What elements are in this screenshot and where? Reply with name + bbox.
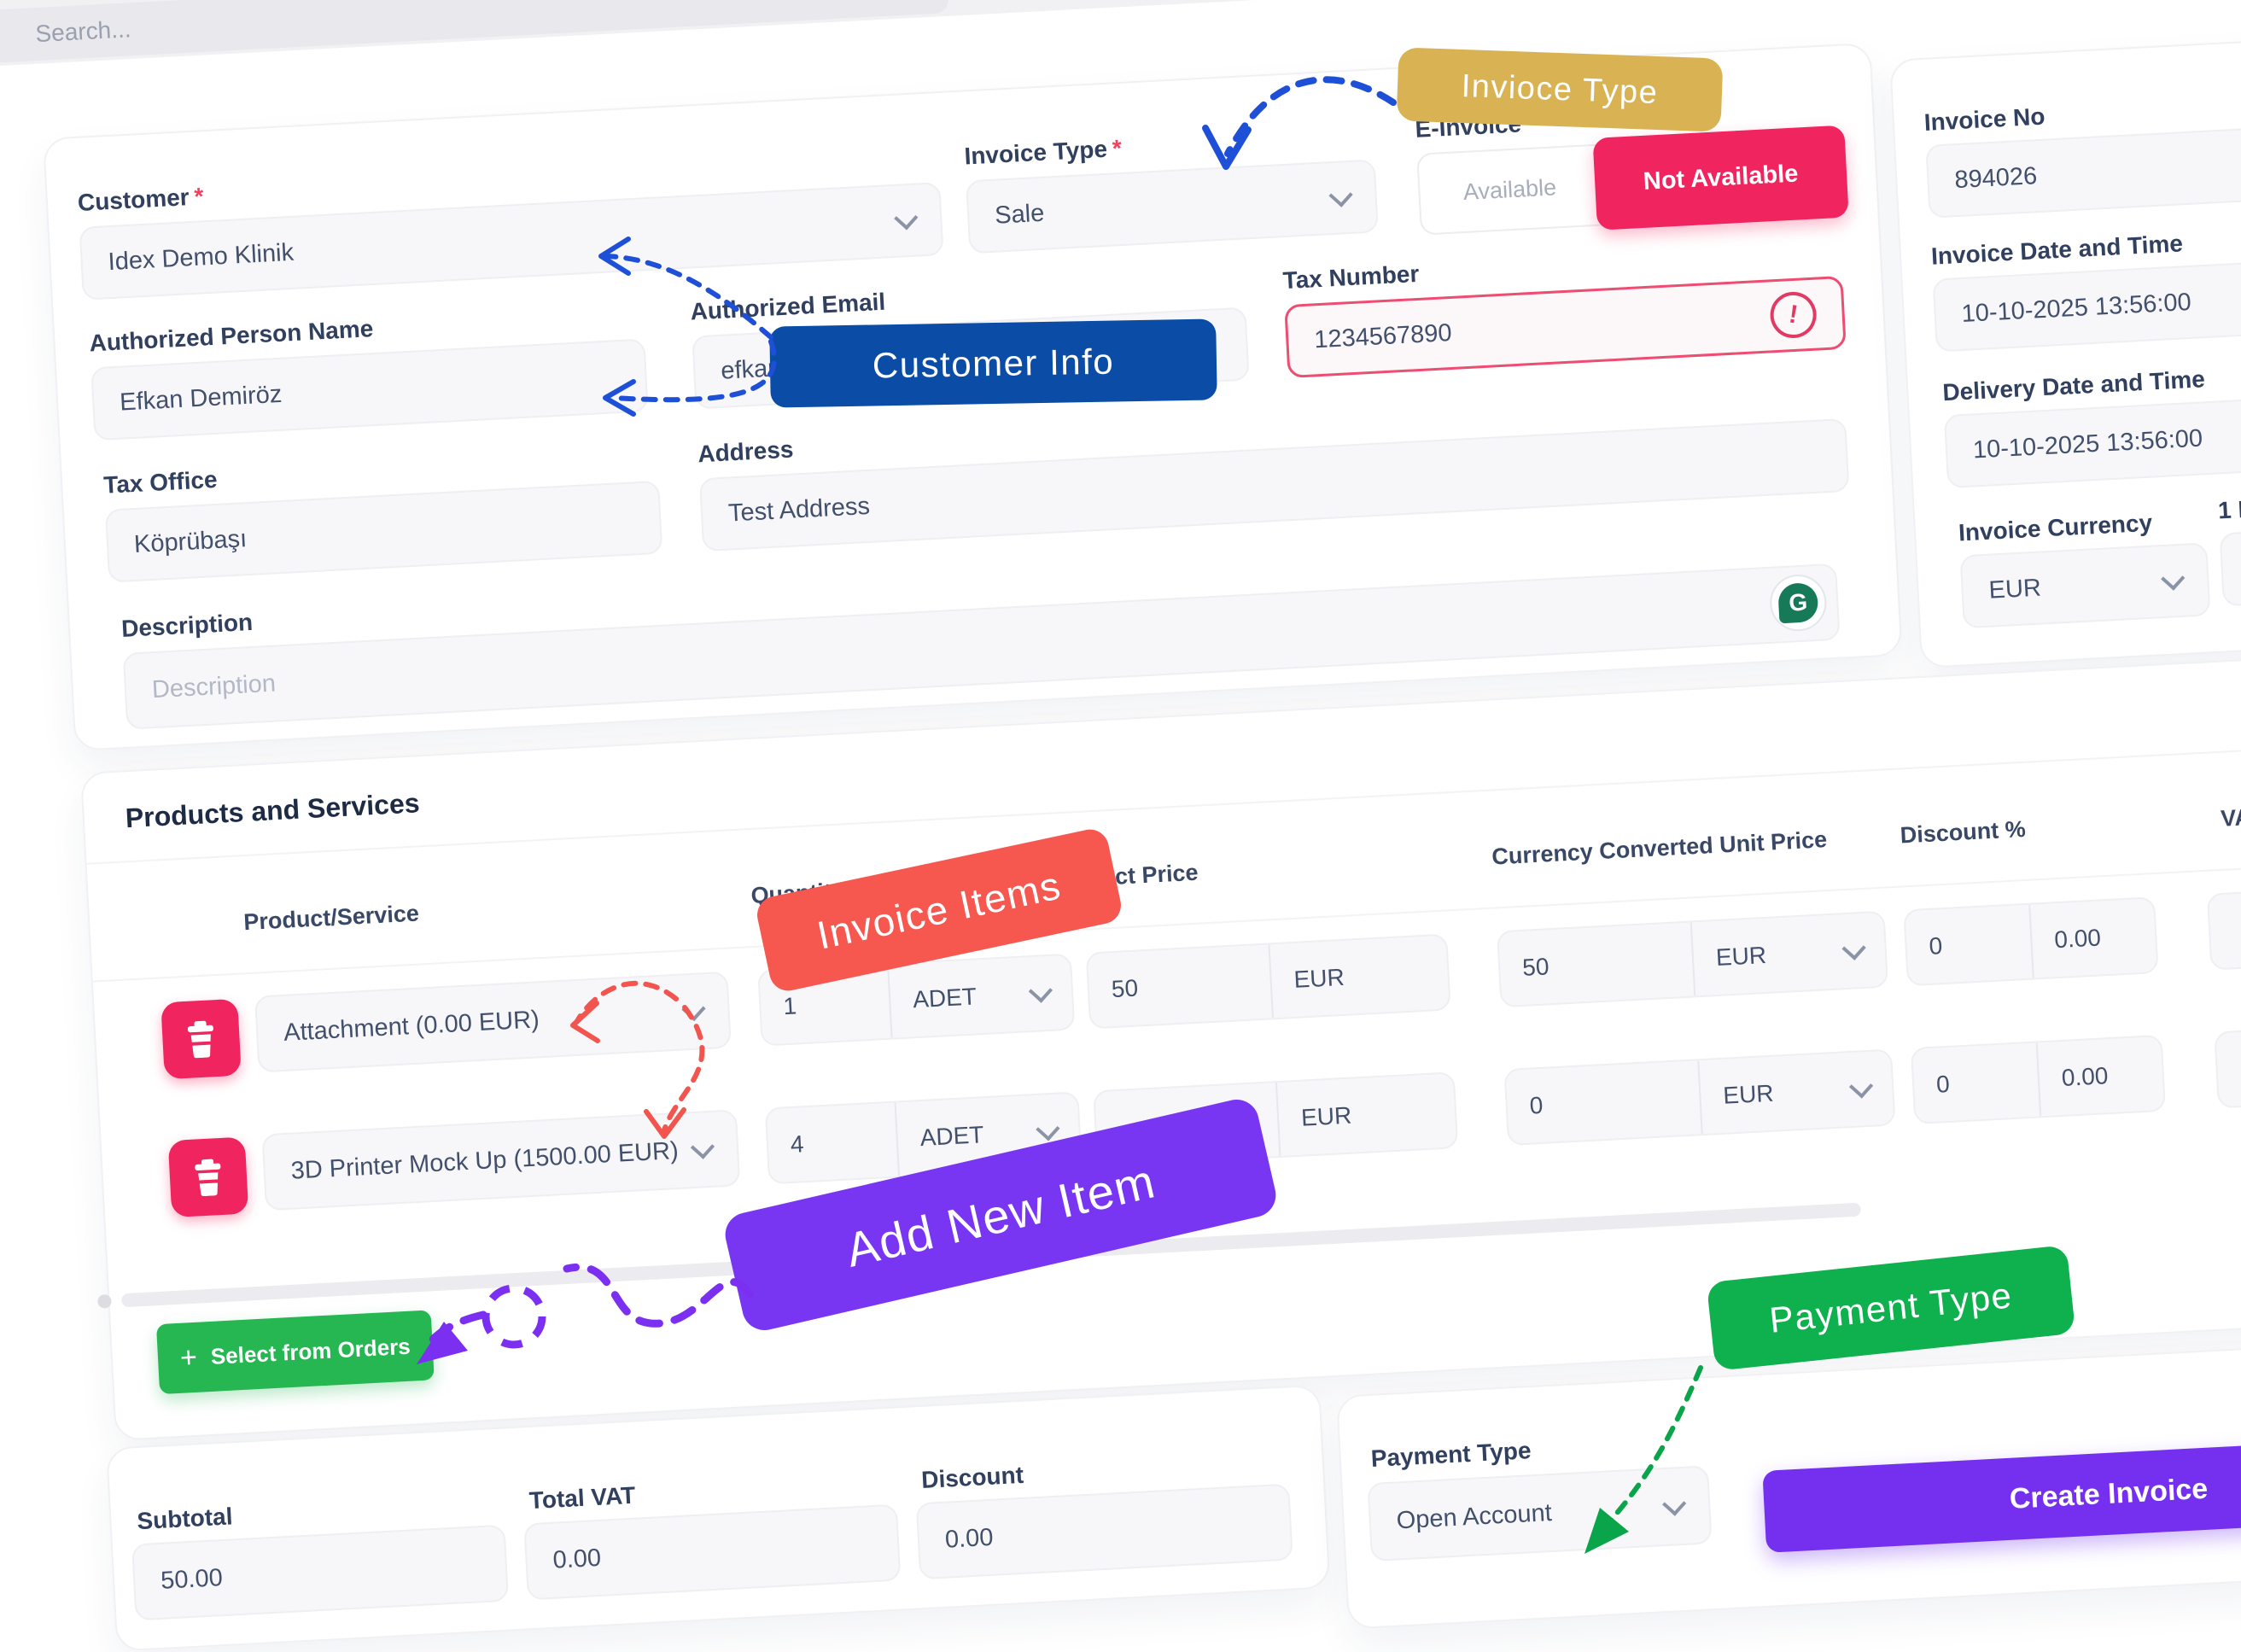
converted-price-group[interactable]: 50 EUR bbox=[1496, 910, 1889, 1008]
invoice-no-input[interactable]: 894026 bbox=[1925, 121, 2241, 219]
invoice-type-select[interactable]: Sale bbox=[966, 159, 1379, 254]
authorized-person-input[interactable]: Efkan Demiröz bbox=[90, 338, 649, 441]
chevron-down-icon bbox=[1848, 1074, 1874, 1099]
scrollbar-left-cap[interactable] bbox=[97, 1293, 112, 1309]
customer-info-badge: Customer Info bbox=[769, 318, 1217, 408]
chevron-down-icon bbox=[894, 206, 919, 231]
col-discount: Discount % bbox=[1899, 815, 2027, 849]
discount-amount-input: 0.00 bbox=[2028, 898, 2157, 978]
invoice-currency-select[interactable]: EUR bbox=[1959, 542, 2211, 629]
customer-label: Customer * bbox=[77, 183, 205, 216]
invoice-type-label: Invoice Type * bbox=[963, 134, 1123, 170]
product-price-group[interactable]: 50 EUR bbox=[1085, 933, 1451, 1030]
chevron-down-icon bbox=[1662, 1491, 1687, 1516]
create-invoice-button[interactable]: Create Invoice bbox=[1762, 1442, 2241, 1553]
chevron-down-icon bbox=[690, 1135, 715, 1159]
e-invoice-not-available-option[interactable]: Not Available bbox=[1592, 125, 1849, 231]
description-label: Description bbox=[120, 608, 254, 642]
chevron-down-icon bbox=[2161, 566, 2186, 591]
converted-input: 0 bbox=[1528, 1091, 1544, 1119]
invoice-date-label: Invoice Date and Time bbox=[1930, 230, 2184, 270]
chevron-down-icon bbox=[681, 996, 706, 1022]
tax-number-input[interactable]: 1234567890 ! bbox=[1284, 275, 1847, 379]
total-vat-input[interactable]: 0.00 bbox=[523, 1503, 902, 1601]
tax-office-label: Tax Office bbox=[102, 465, 219, 499]
col-product-service: Product/Service bbox=[242, 900, 420, 936]
exchange-rate-input[interactable] bbox=[2219, 522, 2241, 607]
price-currency: EUR bbox=[1268, 935, 1450, 1019]
trash-icon bbox=[187, 1020, 213, 1059]
total-vat-label: Total VAT bbox=[528, 1481, 636, 1515]
address-input[interactable]: Test Address bbox=[698, 417, 1850, 552]
discount-label: Discount bbox=[920, 1461, 1024, 1494]
vat-input[interactable] bbox=[2206, 885, 2241, 971]
discount-input[interactable]: 0.00 bbox=[915, 1483, 1293, 1580]
discount-pct-input: 0 bbox=[1928, 932, 1943, 960]
search-placeholder: Search... bbox=[34, 15, 132, 48]
invoice-date-input[interactable]: 10-10-2025 13:56:00 bbox=[1932, 255, 2241, 353]
col-vat: VAT bbox=[2220, 803, 2241, 832]
unit-select: ADET bbox=[887, 954, 1074, 1038]
exchange-rate-label: 1 EUR bbox=[2217, 493, 2241, 524]
subtotal-input[interactable]: 50.00 bbox=[131, 1524, 510, 1621]
search-input[interactable]: Search... bbox=[0, 0, 949, 63]
price-input: 50 bbox=[1111, 974, 1139, 1003]
trash-icon bbox=[195, 1159, 221, 1197]
product-select[interactable]: 3D Printer Mock Up (1500.00 EUR) bbox=[261, 1109, 741, 1211]
customer-select[interactable]: Idex Demo Klinik bbox=[79, 182, 944, 301]
converted-price-group[interactable]: 0 EUR bbox=[1503, 1048, 1896, 1147]
e-invoice-toggle[interactable]: Available Not Available bbox=[1416, 125, 1849, 236]
payment-card: Payment Type Open Account Create Invoice bbox=[1336, 1346, 2241, 1630]
warning-icon: ! bbox=[1766, 289, 1820, 341]
delivery-date-input[interactable]: 10-10-2025 13:56:00 bbox=[1943, 392, 2241, 489]
quantity-input: 4 bbox=[790, 1130, 805, 1159]
discount-group[interactable]: 0 0.00 bbox=[1903, 896, 2159, 987]
delete-row-button[interactable] bbox=[160, 998, 242, 1080]
chevron-down-icon bbox=[1028, 978, 1053, 1003]
table-row: 3D Printer Mock Up (1500.00 EUR) 4 ADET … bbox=[82, 658, 2241, 1218]
discount-amount-input: 0.00 bbox=[2035, 1036, 2165, 1117]
delete-row-button[interactable] bbox=[167, 1136, 249, 1218]
authorized-person-label: Authorized Person Name bbox=[88, 315, 374, 357]
price-currency: EUR bbox=[1275, 1073, 1457, 1157]
product-select[interactable]: Attachment (0.00 EUR) bbox=[254, 971, 732, 1073]
address-label: Address bbox=[697, 435, 795, 468]
invoice-currency-label: Invoice Currency bbox=[1958, 509, 2153, 546]
tax-office-input[interactable]: Köprübaşı bbox=[104, 480, 663, 583]
subtotal-label: Subtotal bbox=[136, 1503, 234, 1535]
plus-icon: + bbox=[179, 1340, 198, 1375]
e-invoice-available-option[interactable]: Available bbox=[1462, 173, 1557, 205]
payment-type-label: Payment Type bbox=[1370, 1437, 1532, 1472]
converted-currency-select: EUR bbox=[1697, 1050, 1894, 1135]
table-row: Attachment (0.00 EUR) 1 ADET 50 EUR 50 E… bbox=[82, 658, 2241, 1080]
invoice-type-badge: Invioce Type bbox=[1396, 47, 1724, 132]
delivery-date-label: Delivery Date and Time bbox=[1941, 365, 2206, 406]
invoice-meta-card: Invoice No 894026 Invoice Date and Time … bbox=[1889, 32, 2241, 669]
authorized-email-label: Authorized Email bbox=[689, 288, 886, 325]
chevron-down-icon bbox=[1841, 936, 1866, 960]
select-from-orders-button[interactable]: + Select from Orders bbox=[155, 1310, 435, 1395]
discount-pct-input: 0 bbox=[1935, 1070, 1951, 1098]
payment-type-select[interactable]: Open Account bbox=[1367, 1465, 1713, 1562]
invoice-no-label: Invoice No bbox=[1923, 102, 2046, 136]
chevron-down-icon bbox=[1328, 183, 1353, 207]
vat-input[interactable] bbox=[2214, 1023, 2241, 1109]
products-card: Products and Services Product/Service Qu… bbox=[80, 656, 2241, 1441]
converted-input: 50 bbox=[1521, 953, 1550, 981]
products-title: Products and Services bbox=[124, 787, 421, 834]
col-converted-price: Currency Converted Unit Price bbox=[1491, 826, 1828, 870]
converted-currency-select: EUR bbox=[1690, 912, 1887, 996]
chevron-down-icon bbox=[1036, 1117, 1060, 1141]
discount-group[interactable]: 0 0.00 bbox=[1910, 1034, 2167, 1125]
tax-number-label: Tax Number bbox=[1281, 260, 1421, 295]
